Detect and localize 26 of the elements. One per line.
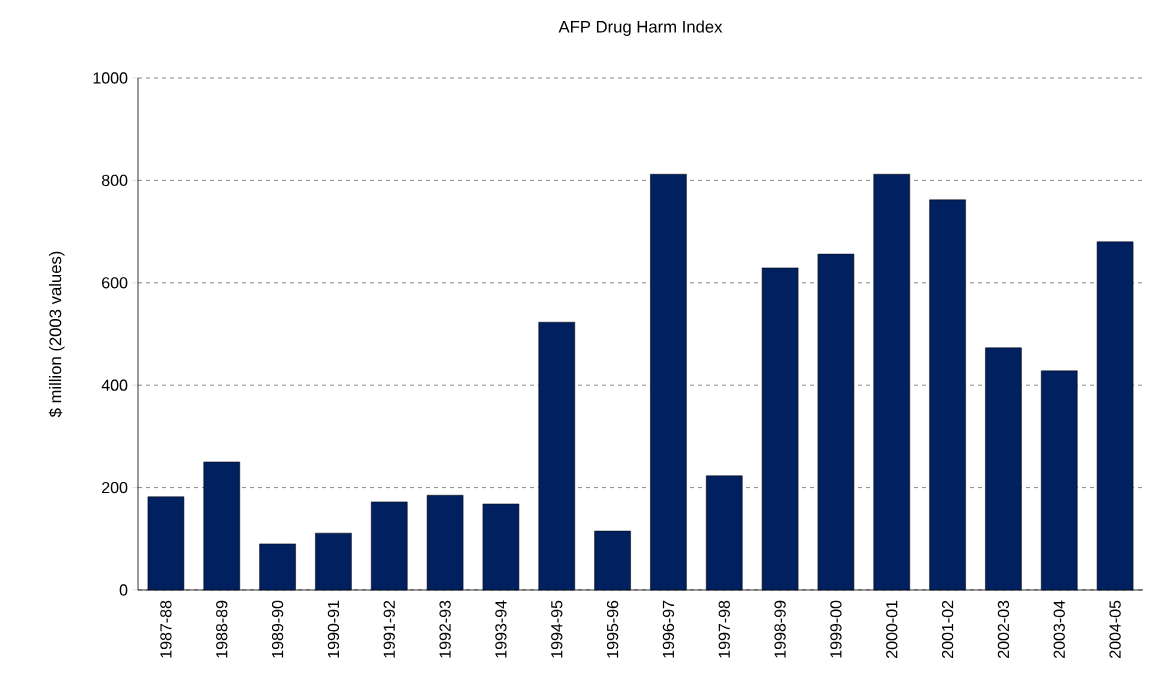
y-tick-label: 600 xyxy=(102,277,128,289)
x-tick-label: 2004-05 xyxy=(1109,600,1121,658)
x-tick-label: 1998-99 xyxy=(774,600,786,658)
x-tick-label: 2003-04 xyxy=(1053,600,1065,658)
x-tick-label: 2002-03 xyxy=(997,600,1010,658)
x-tick-label: 1993-94 xyxy=(495,600,507,658)
x-tick-label: 1995-96 xyxy=(606,600,619,658)
x-tick-label: 1996-97 xyxy=(662,600,675,658)
y-axis-title: $ million (2003 values) xyxy=(48,251,65,418)
x-tick-label: 2000-01 xyxy=(886,600,898,658)
x-tick-label: 1989-90 xyxy=(271,600,284,658)
x-tick-label: 1997-98 xyxy=(718,600,730,658)
x-tick-label: 1990-91 xyxy=(327,600,340,658)
x-tick-label: 1994-95 xyxy=(551,600,563,658)
x-tick-label: 1992-93 xyxy=(439,600,451,658)
y-tick-label: 400 xyxy=(101,379,128,391)
y-tick-label: 200 xyxy=(102,481,128,494)
y-tick-label: 1000 xyxy=(93,72,128,84)
x-tick-label: 1999-00 xyxy=(830,600,842,658)
x-tick-label: 1987-88 xyxy=(160,600,172,658)
chart-title: AFP Drug Harm Index xyxy=(558,20,723,36)
y-tick-label: 800 xyxy=(101,174,128,187)
x-tick-label: 1988-89 xyxy=(216,600,228,658)
x-tick-label: 2001-02 xyxy=(941,600,954,658)
x-tick-label: 1991-92 xyxy=(383,600,395,658)
y-tick-label: 0 xyxy=(119,584,128,596)
